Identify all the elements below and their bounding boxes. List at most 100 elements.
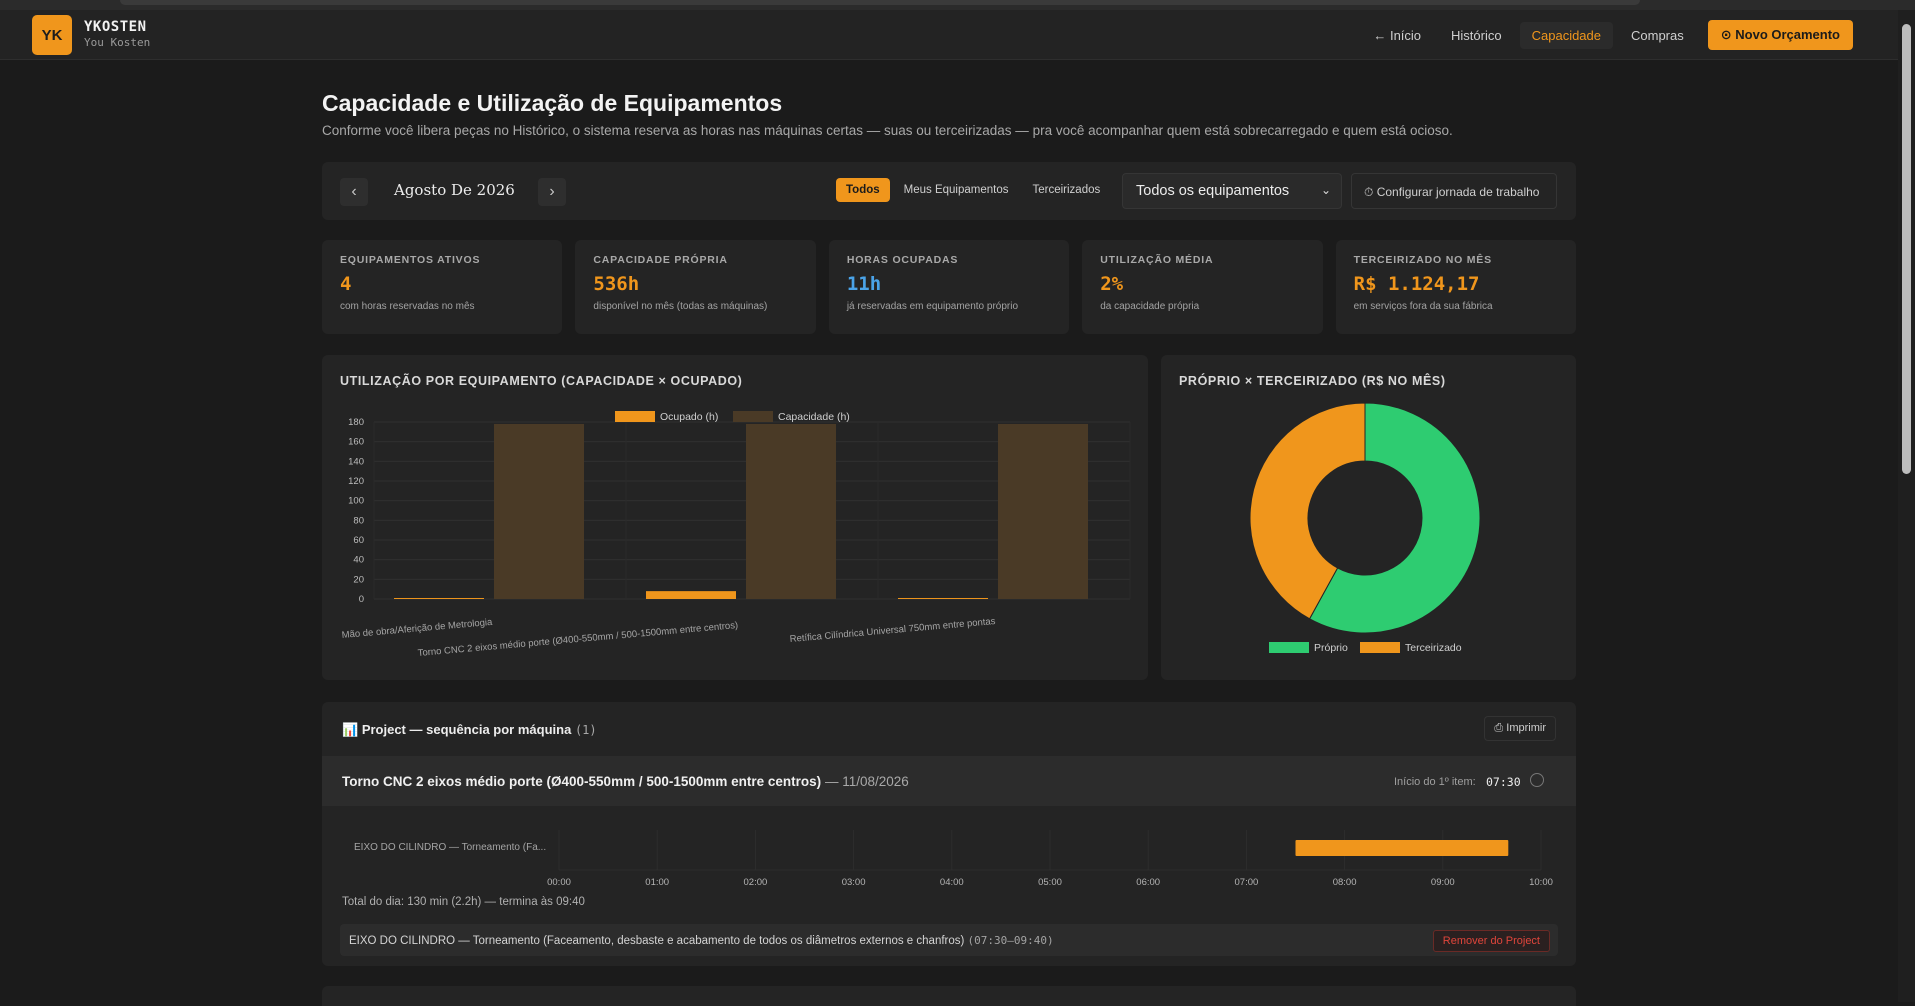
brand: YKOSTEN You Kosten: [84, 19, 150, 49]
legend-swatch: [615, 411, 655, 422]
gantt-tick-label: 10:00: [1529, 877, 1553, 888]
bar-capacidade: [494, 423, 584, 599]
nav-compras[interactable]: Compras: [1631, 27, 1684, 43]
bar-ocupado: [646, 591, 736, 599]
legend-label: Ocupado (h): [660, 411, 718, 423]
x-tick-label: Mão de obra/Aferição de Metrologia: [341, 617, 493, 641]
kpi-value: R$ 1.124,17: [1353, 273, 1480, 295]
nav-historico[interactable]: Histórico: [1451, 27, 1502, 43]
chart-title: PRÓPRIO × TERCEIRIZADO (R$ NO MÊS): [1179, 374, 1446, 388]
y-tick-label: 0: [359, 594, 364, 605]
kpi-note: da capacidade própria: [1100, 301, 1200, 312]
machine-name-text: Torno CNC 2 eixos médio porte (Ø400-550m…: [342, 774, 822, 789]
logo[interactable]: YK: [32, 15, 72, 55]
brand-name: YKOSTEN: [84, 19, 147, 35]
kpi-row: EQUIPAMENTOS ATIVOS 4 com horas reservad…: [322, 240, 1577, 334]
y-tick-label: 100: [348, 496, 364, 507]
gantt-tick-label: 05:00: [1038, 877, 1062, 888]
kpi-value: 4: [340, 273, 352, 295]
y-tick-label: 40: [353, 555, 364, 566]
start-label: Início do 1º item:: [1394, 776, 1476, 788]
kpi-value: 536h: [593, 273, 640, 295]
gantt-row-label: EIXO DO CILINDRO — Torneamento (Fa...: [354, 842, 546, 853]
kpi-note: já reservadas em equipamento próprio: [846, 301, 1019, 312]
chart-title: UTILIZAÇÃO POR EQUIPAMENTO (CAPACIDADE ×…: [340, 374, 743, 388]
filter-terceirizados[interactable]: Terceirizados: [1032, 184, 1101, 196]
filter-todos[interactable]: Todos: [836, 178, 890, 202]
y-tick-label: 140: [348, 456, 364, 467]
equipment-select-value: Todos os equipamentos: [1136, 183, 1290, 199]
gantt-tick-label: 01:00: [645, 877, 669, 888]
kpi-card: HORAS OCUPADAS 11h já reservadas em equi…: [828, 240, 1070, 334]
month-label: Agosto De 2026: [394, 181, 515, 199]
gantt-tick-label: 06:00: [1136, 877, 1160, 888]
task-text: EIXO DO CILINDRO — Torneamento (Faceamen…: [349, 935, 965, 947]
donut-slice: [1249, 402, 1366, 620]
gantt-task-bar: [1295, 840, 1509, 856]
configurar-jornada-button[interactable]: ⏱ Configurar jornada de trabalho: [1351, 173, 1557, 209]
kpi-note: disponível no mês (todas as máquinas): [593, 301, 768, 312]
equipment-select[interactable]: Todos os equipamentos ⌄: [1122, 173, 1342, 209]
y-tick-label: 120: [348, 476, 364, 487]
machine-name: Torno CNC 2 eixos médio porte (Ø400-550m…: [342, 774, 909, 789]
bar-ocupado: [898, 598, 988, 599]
scrollbar-thumb[interactable]: [1902, 24, 1911, 474]
kpi-card: UTILIZAÇÃO MÉDIA 2% da capacidade própri…: [1082, 240, 1323, 334]
utilization-chart-panel: UTILIZAÇÃO POR EQUIPAMENTO (CAPACIDADE ×…: [322, 355, 1148, 680]
y-tick-label: 20: [353, 574, 364, 585]
x-tick-label: Retífica Cilíndrica Universal 750mm entr…: [789, 616, 996, 645]
machine-header: Torno CNC 2 eixos médio porte (Ø400-550m…: [322, 756, 1576, 806]
legend-label: Terceirizado: [1405, 642, 1462, 654]
donut-slice: [1308, 402, 1481, 634]
legend-swatch: [1360, 642, 1400, 653]
filter-meus-equipamentos[interactable]: Meus Equipamentos: [903, 184, 1009, 196]
gantt-tick-label: 07:00: [1235, 877, 1259, 888]
y-tick-label: 160: [348, 437, 364, 448]
proprio-terceirizado-panel: PRÓPRIO × TERCEIRIZADO (R$ NO MÊS) Própr…: [1161, 355, 1576, 680]
next-panel: [322, 986, 1576, 1006]
gantt-tick-label: 04:00: [940, 877, 964, 888]
start-time-input[interactable]: 07:30: [1486, 775, 1521, 789]
gantt-tick-label: 00:00: [547, 877, 571, 888]
chart-icon: 📊: [342, 722, 359, 737]
kpi-label: HORAS OCUPADAS: [846, 254, 959, 266]
print-button[interactable]: ⎙ Imprimir: [1484, 716, 1556, 741]
page-subtitle: Conforme você libera peças no Histórico,…: [322, 123, 1453, 138]
next-month-button[interactable]: ›: [538, 178, 566, 206]
app-header: YK YKOSTEN You Kosten ← Início Histórico…: [0, 10, 1898, 60]
novo-orcamento-button[interactable]: ⊙ Novo Orçamento: [1707, 20, 1853, 50]
y-tick-label: 60: [353, 535, 364, 546]
legend-swatch: [733, 411, 773, 422]
kpi-label: UTILIZAÇÃO MÉDIA: [1100, 254, 1214, 266]
kpi-note: com horas reservadas no mês: [340, 301, 475, 312]
y-tick-label: 80: [353, 515, 364, 526]
brand-sub: You Kosten: [84, 36, 151, 49]
machine-date: — 11/08/2026: [824, 774, 909, 789]
legend-label: Próprio: [1314, 642, 1348, 654]
main-content: Capacidade e Utilização de Equipamentos …: [322, 90, 1577, 1006]
donut-chart: Próprio Terceirizado: [1249, 402, 1481, 654]
remove-from-project-button[interactable]: Remover do Project: [1432, 930, 1550, 952]
nav-inicio[interactable]: ← Início: [1373, 27, 1422, 43]
chevron-down-icon: ⌄: [1320, 183, 1331, 197]
toolbar: ‹ Agosto De 2026 › Todos Meus Equipament…: [322, 162, 1576, 220]
kpi-card: CAPACIDADE PRÓPRIA 536h disponível no mê…: [575, 240, 816, 334]
task-row: EIXO DO CILINDRO — Torneamento (Faceamen…: [340, 924, 1558, 956]
gantt-tick-label: 08:00: [1333, 877, 1357, 888]
clock-icon[interactable]: [1530, 773, 1544, 787]
prev-month-button[interactable]: ‹: [340, 178, 368, 206]
project-count: (1): [574, 723, 597, 737]
kpi-value: 2%: [1100, 273, 1124, 295]
kpi-label: CAPACIDADE PRÓPRIA: [593, 254, 728, 266]
project-title: 📊 Project — sequência por máquina (1): [342, 722, 597, 738]
task-time: (07:30–09:40): [967, 934, 1054, 947]
scrollbar[interactable]: [1898, 10, 1915, 1002]
kpi-card: TERCEIRIZADO NO MÊS R$ 1.124,17 em servi…: [1335, 240, 1577, 334]
gantt-tick-label: 09:00: [1431, 877, 1455, 888]
bar-capacidade: [998, 423, 1088, 599]
day-total: Total do dia: 130 min (2.2h) — termina à…: [342, 896, 585, 908]
main-nav: ← Início Histórico Capacidade Compras ⊙ …: [1361, 20, 1853, 50]
nav-capacidade[interactable]: Capacidade: [1519, 21, 1613, 49]
gantt-tick-label: 02:00: [744, 877, 768, 888]
kpi-note: em serviços fora da sua fábrica: [1353, 301, 1493, 312]
